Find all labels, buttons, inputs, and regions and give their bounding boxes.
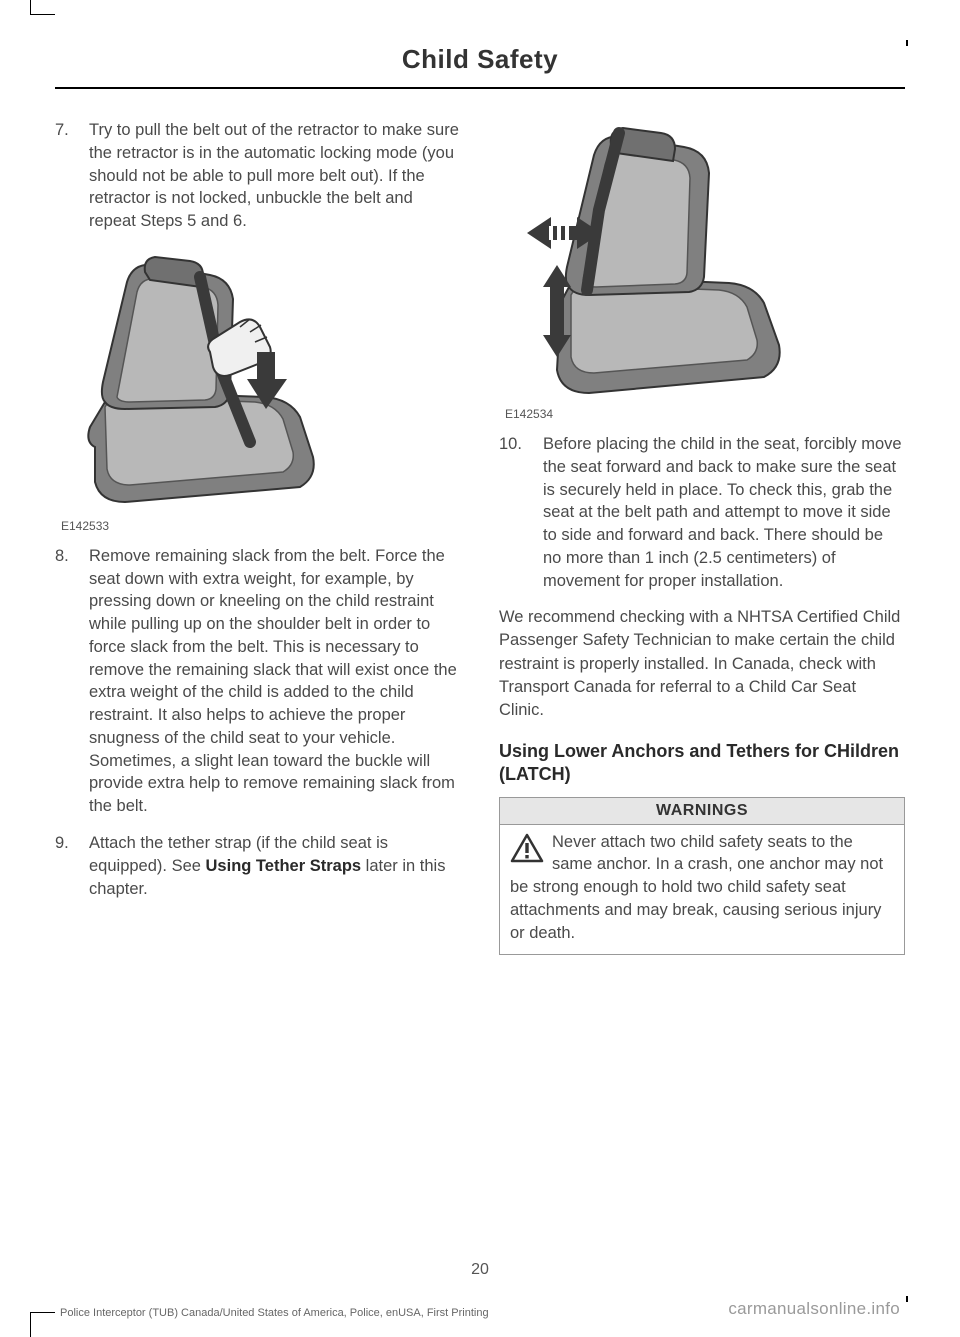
footer-left-text: Police Interceptor (TUB) Canada/United S… bbox=[60, 1307, 489, 1319]
warnings-box: WARNINGS Never attach two child safety s… bbox=[499, 797, 905, 956]
step-10: 10. Before placing the child in the seat… bbox=[499, 433, 905, 592]
left-column: 7. Try to pull the belt out of the retra… bbox=[55, 119, 461, 955]
warnings-body: Never attach two child safety seats to t… bbox=[500, 825, 904, 955]
figure-e142533: E142533 bbox=[55, 247, 461, 533]
right-column: E142534 10. Before placing the child in … bbox=[499, 119, 905, 955]
seat-press-illustration bbox=[55, 247, 355, 527]
step-8: 8. Remove remaining slack from the belt.… bbox=[55, 545, 461, 818]
crop-mark bbox=[30, 1312, 55, 1337]
two-column-layout: 7. Try to pull the belt out of the retra… bbox=[55, 119, 905, 955]
figure-e142534: E142534 bbox=[499, 125, 905, 421]
warnings-title: WARNINGS bbox=[500, 798, 904, 825]
step-number: 7. bbox=[55, 119, 89, 233]
page-number: 20 bbox=[55, 1261, 905, 1279]
seat-shake-illustration bbox=[499, 125, 819, 415]
section-subheading: Using Lower Anchors and Tethers for CHil… bbox=[499, 740, 905, 787]
step-text: Remove remaining slack from the belt. Fo… bbox=[89, 545, 461, 818]
page-title: Child Safety bbox=[55, 44, 905, 89]
warning-triangle-icon bbox=[510, 833, 544, 863]
recommendation-paragraph: We recommend checking with a NHTSA Certi… bbox=[499, 606, 905, 721]
page-content: Child Safety 7. Try to pull the belt out… bbox=[55, 44, 905, 1287]
step-text: Attach the tether strap (if the child se… bbox=[89, 832, 461, 900]
step-text: Try to pull the belt out of the retracto… bbox=[89, 119, 461, 233]
figure-label: E142533 bbox=[61, 519, 461, 533]
crop-mark bbox=[30, 0, 55, 15]
crop-mark bbox=[906, 40, 908, 46]
warning-text: Never attach two child safety seats to t… bbox=[510, 833, 883, 942]
crop-mark bbox=[906, 1296, 908, 1302]
footer-right-watermark: carmanualsonline.info bbox=[728, 1299, 900, 1319]
step-7: 7. Try to pull the belt out of the retra… bbox=[55, 119, 461, 233]
bold-ref: Using Tether Straps bbox=[206, 857, 362, 875]
figure-label: E142534 bbox=[505, 407, 905, 421]
step-number: 10. bbox=[499, 433, 543, 592]
step-text: Before placing the child in the seat, fo… bbox=[543, 433, 905, 592]
step-number: 8. bbox=[55, 545, 89, 818]
step-number: 9. bbox=[55, 832, 89, 900]
step-9: 9. Attach the tether strap (if the child… bbox=[55, 832, 461, 900]
